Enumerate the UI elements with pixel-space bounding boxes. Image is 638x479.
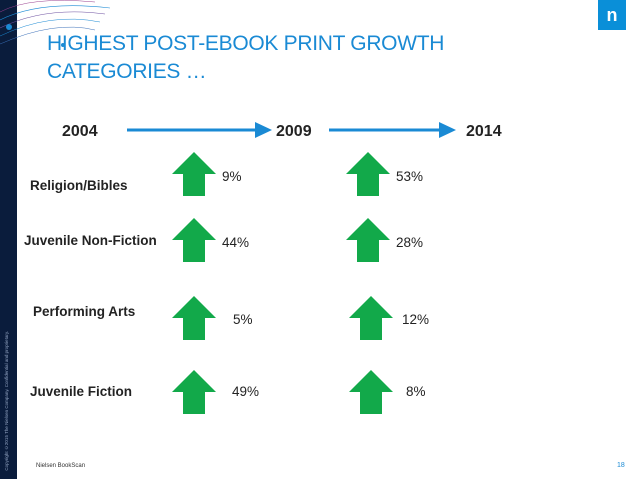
title-line-2: CATEGORIES … bbox=[47, 60, 207, 83]
up-arrow-icon bbox=[172, 152, 216, 196]
up-arrow-icon bbox=[172, 218, 216, 262]
year-mid-label: 2009 bbox=[276, 123, 312, 140]
source-note: Nielsen BookScan bbox=[36, 463, 86, 469]
growth-2004-2009: 44% bbox=[222, 235, 250, 250]
growth-2004-2009: 9% bbox=[222, 169, 242, 184]
growth-2009-2014: 53% bbox=[396, 169, 424, 184]
up-arrow-icon bbox=[349, 370, 393, 414]
category-label: Religion/Bibles bbox=[30, 178, 128, 193]
decorative-swirl bbox=[0, 0, 110, 47]
category-label: Performing Arts bbox=[33, 304, 136, 319]
up-arrow-icon bbox=[346, 152, 390, 196]
year-start-label: 2004 bbox=[62, 123, 98, 140]
growth-2004-2009: 5% bbox=[233, 312, 253, 327]
timeline-arrow-1 bbox=[127, 122, 272, 138]
page-title: HIGHEST POST-EBOOK PRINT GROWTH CATEGORI… bbox=[47, 30, 567, 86]
sidebar: Copyright ©2015 The Nielsen Company. Con… bbox=[0, 0, 17, 479]
timeline-arrow-2 bbox=[329, 122, 456, 138]
up-arrow-icon bbox=[349, 296, 393, 340]
up-arrow-icon bbox=[172, 296, 216, 340]
year-end-label: 2014 bbox=[466, 123, 502, 140]
page-number: 18 bbox=[617, 462, 625, 469]
category-label: Juvenile Non-Fiction bbox=[24, 233, 157, 248]
copyright-text: Copyright ©2015 The Nielsen Company. Con… bbox=[4, 331, 9, 471]
growth-2009-2014: 12% bbox=[402, 312, 430, 327]
up-arrow-icon bbox=[172, 370, 216, 414]
category-label: Juvenile Fiction bbox=[30, 384, 133, 399]
growth-2009-2014: 8% bbox=[406, 384, 426, 399]
growth-2009-2014: 28% bbox=[396, 235, 424, 250]
title-line-1: HIGHEST POST-EBOOK PRINT GROWTH bbox=[47, 32, 445, 55]
up-arrow-icon bbox=[346, 218, 390, 262]
nielsen-logo: n bbox=[598, 0, 626, 30]
growth-2004-2009: 49% bbox=[232, 384, 260, 399]
